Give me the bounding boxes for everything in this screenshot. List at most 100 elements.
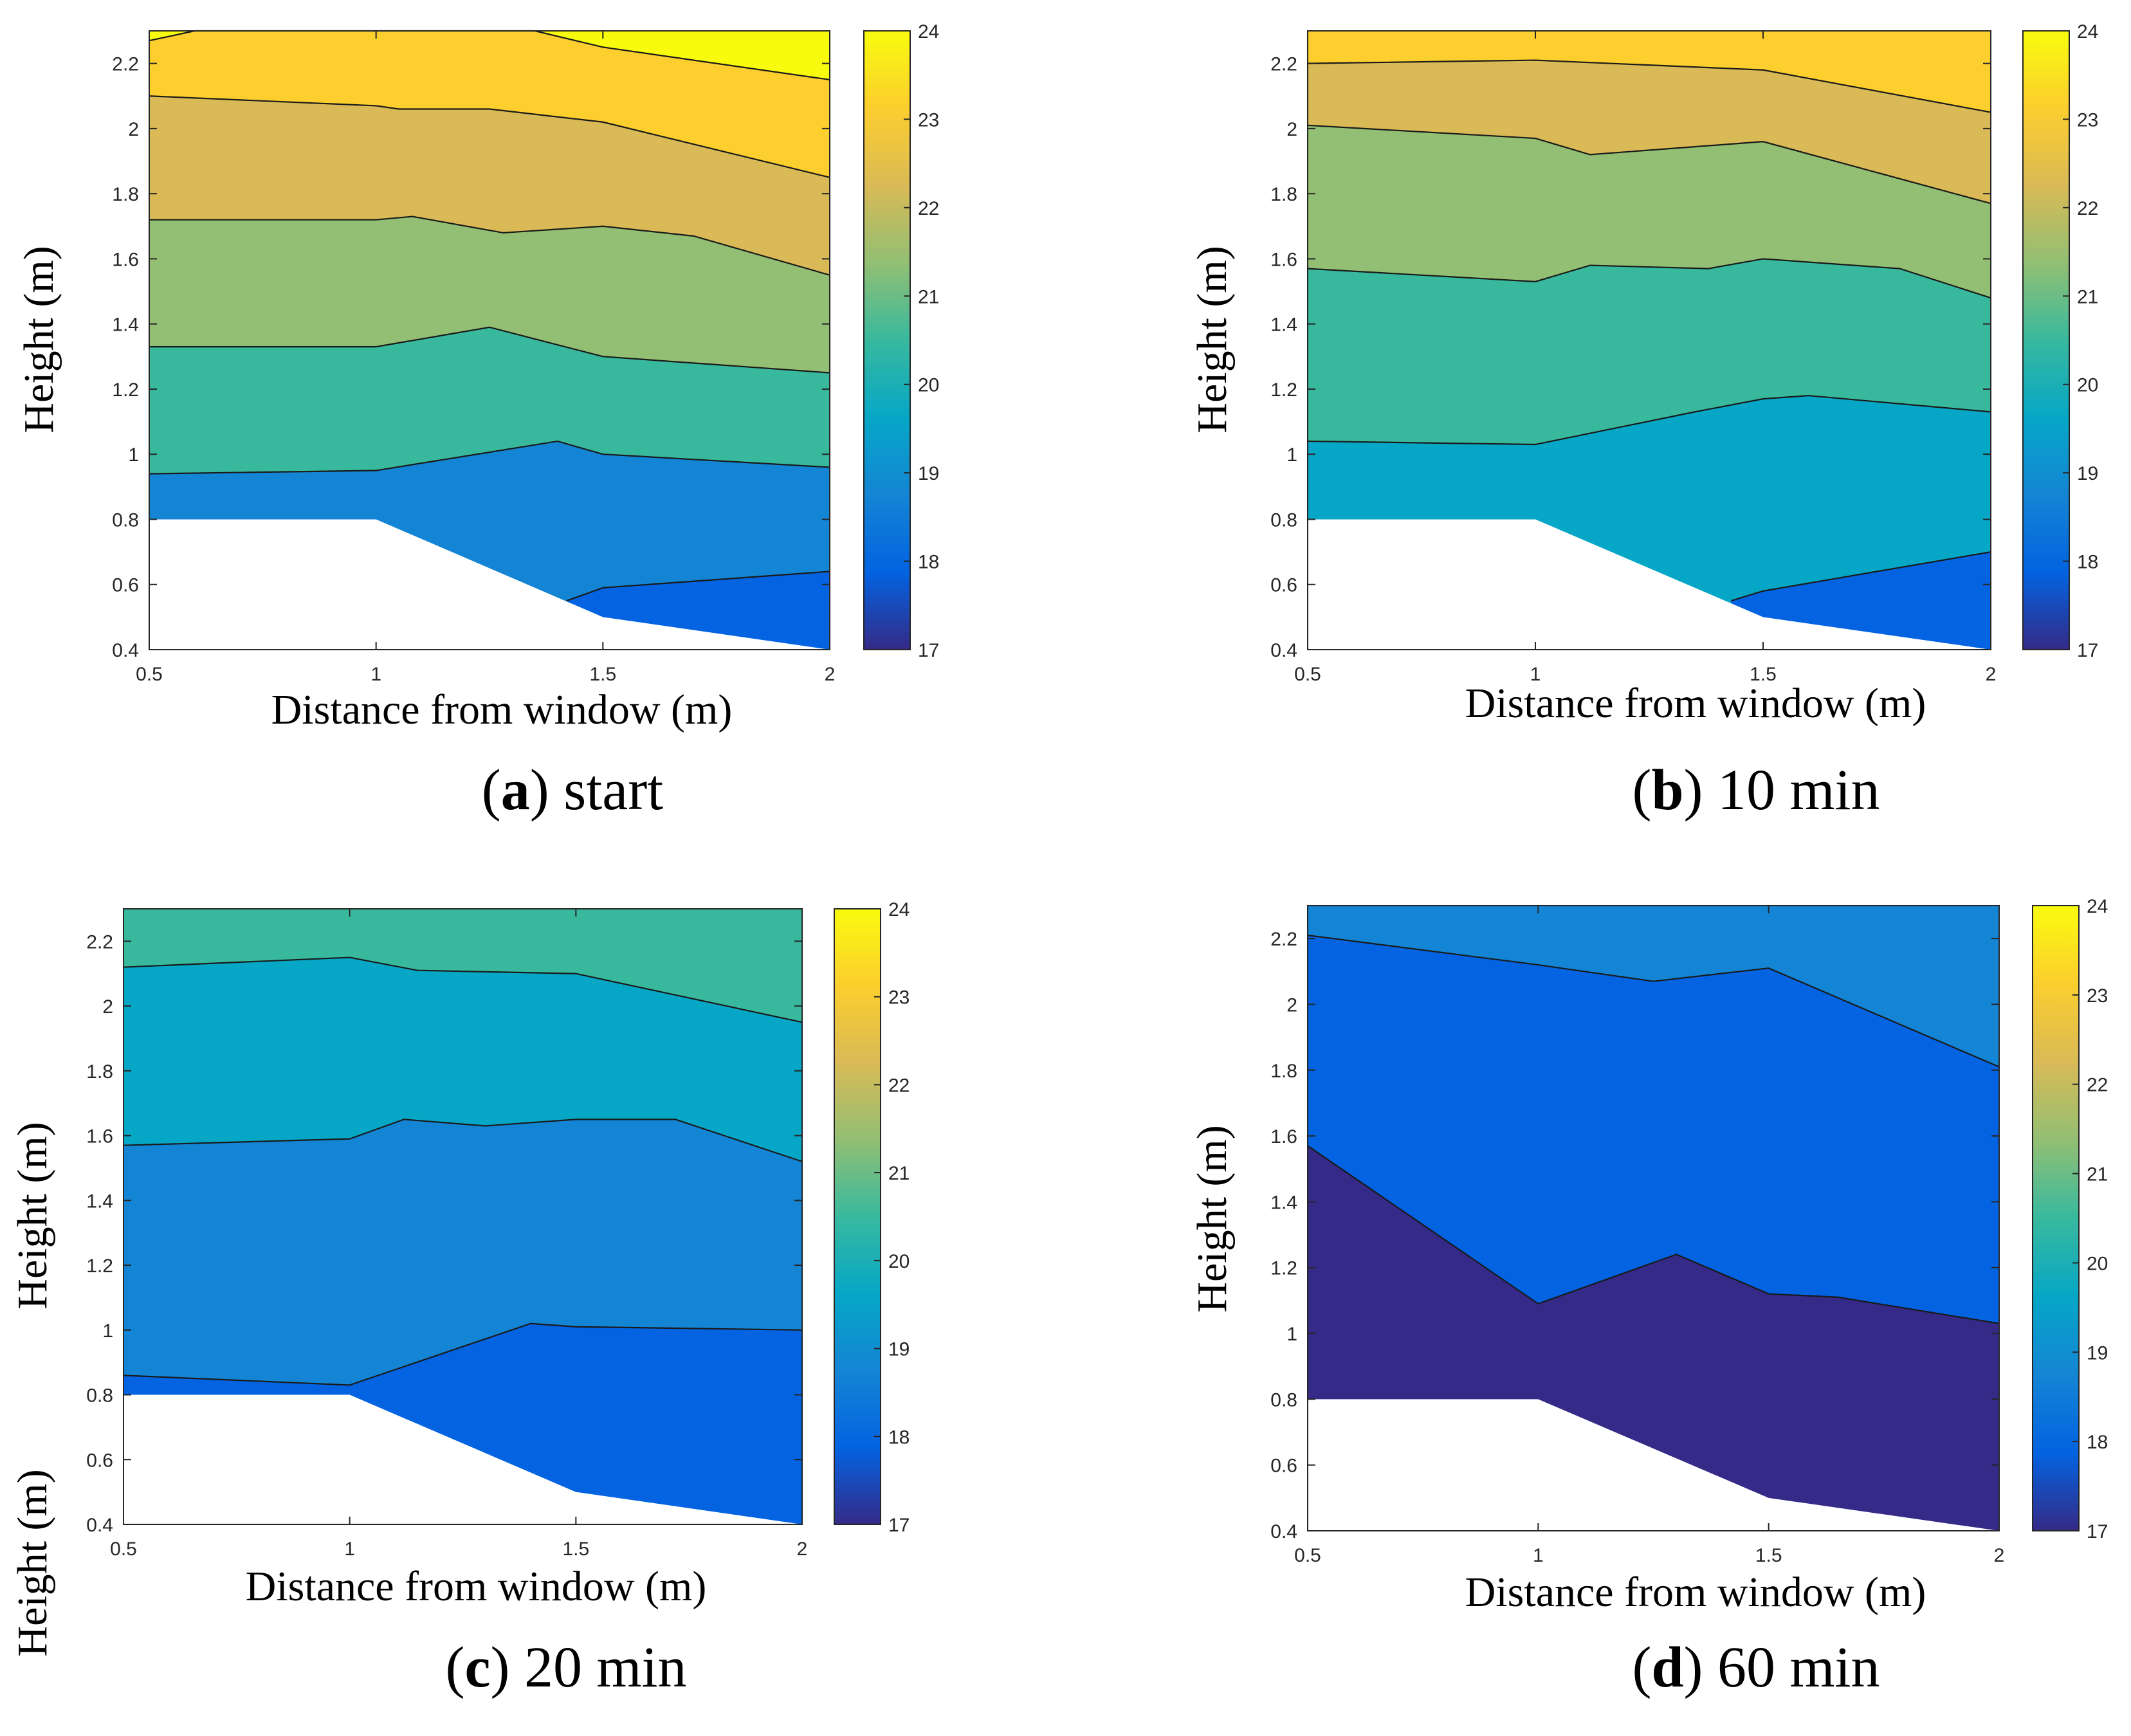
colorbar-tick-label: 21 <box>888 1163 910 1184</box>
colorbar-tick-label: 17 <box>918 640 939 661</box>
y-tick-label: 0.6 <box>1270 575 1297 596</box>
contour-line <box>123 1119 803 1162</box>
y-tick-label: 0.8 <box>1270 509 1297 531</box>
contour-line <box>149 95 830 178</box>
contour-plot-area: 0.5 1 1.5 2 0.4 0.6 0.8 1 1.2 1.4 1.6 1.8 2 2.2 <box>1270 30 1996 685</box>
colorbar: 17 18 19 20 21 22 23 24 <box>834 899 910 1536</box>
axes-box <box>1307 30 1991 650</box>
y-tick-label: 0.8 <box>86 1385 113 1407</box>
colorbar-tick-label: 21 <box>2077 286 2098 307</box>
y-tick-label: 2 <box>102 996 113 1018</box>
colorbar-gradient <box>2023 31 2069 650</box>
panel-caption: (a) start <box>482 758 663 822</box>
colorbar-tick-label: 23 <box>2077 109 2098 131</box>
blank-region <box>123 1394 802 1524</box>
colorbar-gradient <box>864 31 910 650</box>
y-tick-label: 1.8 <box>112 184 139 205</box>
colorbar-tick-label: 19 <box>918 463 939 484</box>
colorbar-tick-label: 18 <box>918 552 939 573</box>
y-tick-label: 0.4 <box>86 1515 113 1536</box>
colorbar-gradient <box>834 909 881 1524</box>
colorbar-tick-label: 24 <box>888 899 910 920</box>
x-tick-label: 0.5 <box>1294 1545 1321 1566</box>
panel-caption: (b) 10 min <box>1632 758 1879 822</box>
colorbar-tick-label: 20 <box>2087 1253 2108 1274</box>
y-tick-label: 1.2 <box>86 1256 113 1277</box>
y-axis-label: Height (m) <box>15 246 62 433</box>
y-tick-label: 1.8 <box>86 1061 113 1083</box>
x-tick-label: 2 <box>825 664 836 685</box>
blank-region <box>1308 519 1991 650</box>
colorbar-tick-label: 21 <box>918 286 939 307</box>
colorbar-tick-label: 21 <box>2087 1164 2108 1185</box>
x-tick-label: 0.5 <box>1294 664 1321 685</box>
caption-letter: a <box>501 758 530 822</box>
x-axis-label: Distance from window (m) <box>1465 680 1926 727</box>
y-tick-label: 1.2 <box>1270 379 1297 401</box>
y-tick-label: 0.8 <box>112 509 139 531</box>
contour-band <box>1308 31 1991 113</box>
panel-caption: (d) 60 min <box>1632 1636 1879 1699</box>
y-tick-label: 1.6 <box>86 1126 113 1147</box>
y-tick-label: 1.4 <box>1270 1192 1297 1213</box>
y-tick-label: 0.4 <box>112 640 139 661</box>
x-axis-label: Distance from window (m) <box>246 1563 707 1610</box>
colorbar-tick-label: 17 <box>2087 1521 2108 1542</box>
y-tick-label: 2.2 <box>112 54 139 75</box>
y-tick-label: 2 <box>1286 119 1297 140</box>
colorbar-tick-label: 24 <box>2087 896 2108 917</box>
contour-line <box>123 956 803 1023</box>
y-tick-label: 2 <box>1286 994 1297 1016</box>
contour-band <box>149 31 830 178</box>
colorbar-tick-label: 17 <box>888 1515 910 1536</box>
blank-region <box>1308 1399 1999 1531</box>
y-tick-label: 2.2 <box>86 931 113 953</box>
colorbar-tick-label: 18 <box>2087 1432 2108 1453</box>
colorbar-frame <box>2032 905 2080 1531</box>
colorbar-tick-label: 22 <box>918 198 939 219</box>
y-tick-label: 2.2 <box>1270 929 1297 950</box>
caption-text: 20 min <box>509 1636 686 1699</box>
y-axis-label: Height (m) <box>9 1122 56 1309</box>
colorbar-tick-label: 19 <box>2087 1342 2108 1364</box>
y-tick-label: 1 <box>1286 1324 1297 1345</box>
y-tick-label: 1 <box>102 1320 113 1342</box>
y-tick-label: 1.6 <box>112 249 139 270</box>
contour-band <box>1308 906 1999 1067</box>
contour-plot-area: 0.5 1 1.5 2 0.4 0.6 0.8 1 1.2 1.4 1.6 1.8 2 2.2 <box>86 908 808 1560</box>
contour-panel-d: 0.5 1 1.5 20.40.60.811.21.41.61.822.2 17181… <box>1189 896 2108 1699</box>
y-tick-label: 2 <box>128 119 139 140</box>
y-axis-label: Height (m) <box>1189 1125 1236 1312</box>
contour-panel-c: 0.5 1 1.5 20.40.60.811.21.41.61.822.2 17181… <box>9 899 910 1699</box>
axes-box <box>149 30 830 650</box>
contour-line <box>149 215 830 276</box>
contour-line <box>149 440 830 475</box>
colorbar-tick-label: 22 <box>2077 198 2098 219</box>
y-tick-label: 1.6 <box>1270 1126 1297 1147</box>
contour-plot-area: 0.5 1 1.5 2 0.4 0.6 0.8 1 1.2 1.4 1.6 1.8 2 2.2 <box>112 30 836 685</box>
x-tick-label: 2 <box>797 1539 808 1560</box>
colorbar-frame <box>2022 30 2070 650</box>
y-tick-label: 0.6 <box>1270 1456 1297 1477</box>
contour-panel-b: 0.5 1 1.5 20.40.60.811.21.41.61.822.2 17181… <box>1189 21 2098 822</box>
caption-text: start <box>549 758 663 822</box>
contour-band <box>149 31 830 80</box>
x-tick-label: 1.5 <box>562 1539 589 1560</box>
contour-band <box>123 909 802 1023</box>
blank-region <box>149 519 830 650</box>
x-tick-label: 1 <box>1530 664 1541 685</box>
x-tick-label: 0.5 <box>110 1539 137 1560</box>
y-tick-label: 1.2 <box>1270 1258 1297 1279</box>
extra-y-axis-label: Height (m) <box>9 1469 56 1656</box>
y-tick-label: 1.2 <box>112 379 139 401</box>
contour-line <box>123 1322 803 1386</box>
contour-line <box>1307 59 1991 113</box>
colorbar-tick-label: 23 <box>2087 985 2108 1007</box>
colorbar-tick-label: 22 <box>888 1075 910 1096</box>
colorbar-tick-label: 23 <box>918 109 939 131</box>
axes-box <box>1307 905 2000 1531</box>
caption-letter: d <box>1651 1636 1683 1699</box>
contour-band <box>1308 906 1999 1324</box>
contour-plot-area: 0.5 1 1.5 2 0.4 0.6 0.8 1 1.2 1.4 1.6 1.8 2 2.2 <box>1270 905 2004 1566</box>
